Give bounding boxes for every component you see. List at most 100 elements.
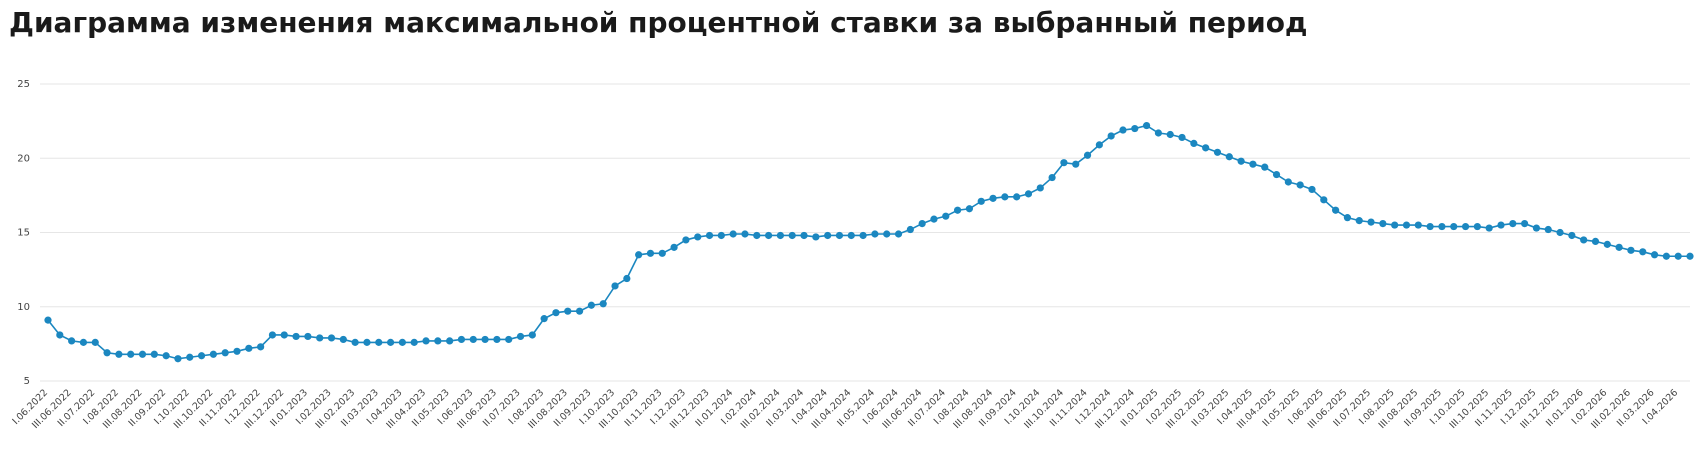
point [245,344,253,352]
point [1509,219,1517,228]
point [1485,224,1493,232]
point [1615,243,1623,251]
point [327,334,336,342]
point [906,225,914,234]
point [694,233,702,241]
point [386,338,395,346]
point [1308,185,1316,194]
point [1686,252,1694,260]
point [1379,219,1387,228]
point [375,338,383,346]
point [481,335,489,344]
point [1332,206,1340,214]
point [1591,237,1600,246]
point [599,300,607,308]
point [824,231,832,240]
point [1662,252,1670,260]
point [1603,240,1611,248]
point [1143,121,1151,130]
point [127,350,135,358]
point [257,343,265,351]
point [623,274,631,283]
point [1202,144,1210,152]
y-tick-label: 20 [17,153,30,164]
point [505,335,513,344]
point [1426,222,1434,231]
point [1296,181,1304,189]
point [1261,163,1269,171]
point [587,301,595,309]
point [540,315,548,323]
point [446,337,454,345]
point [1083,151,1092,159]
point [316,334,324,342]
point [1450,222,1458,231]
point [79,338,88,346]
point [1178,133,1186,142]
point [351,338,359,346]
point [918,219,926,228]
point [753,231,761,240]
point [989,194,997,202]
point [1568,231,1576,240]
point [209,350,217,358]
point [871,230,879,238]
point [646,249,655,257]
point [847,231,855,240]
y-tick-label: 5 [24,376,30,387]
point [1461,222,1470,231]
point [1320,196,1328,204]
point [280,331,288,339]
point [422,337,430,345]
point [953,206,962,214]
point [800,231,808,240]
point [339,335,347,344]
point [292,332,300,341]
point [493,335,501,344]
point [233,347,241,355]
point [776,231,785,240]
line [47,124,1690,360]
point [1154,129,1163,137]
point [1119,126,1127,134]
point [1650,251,1659,259]
point [883,230,891,238]
point [1391,221,1399,229]
y-tick-label: 15 [17,228,30,239]
point [1013,193,1021,201]
chart-title: Диаграмма изменения максимальной процент… [9,6,1308,39]
point [611,282,619,290]
point [894,230,903,238]
point [812,233,820,241]
point [1072,160,1080,168]
point [1036,184,1044,192]
point [197,352,206,360]
point [1131,124,1139,133]
point [965,205,974,213]
point [44,316,52,324]
point [516,332,525,341]
point [56,331,64,339]
point [1367,218,1375,226]
point [1627,246,1635,254]
point [859,231,867,240]
point [717,231,725,240]
point [564,307,572,315]
point [1249,160,1257,168]
point [1343,214,1352,222]
point [1473,222,1481,231]
point [1225,153,1233,161]
y-tick-label: 25 [17,79,30,90]
point [658,249,666,257]
point [1580,236,1588,244]
point [186,353,194,361]
point [398,338,406,346]
point [221,349,229,357]
point [469,335,477,344]
point [682,236,690,244]
point [1674,252,1682,260]
point [1402,221,1411,229]
point [174,355,182,363]
point [1237,157,1245,165]
point [1001,193,1009,201]
